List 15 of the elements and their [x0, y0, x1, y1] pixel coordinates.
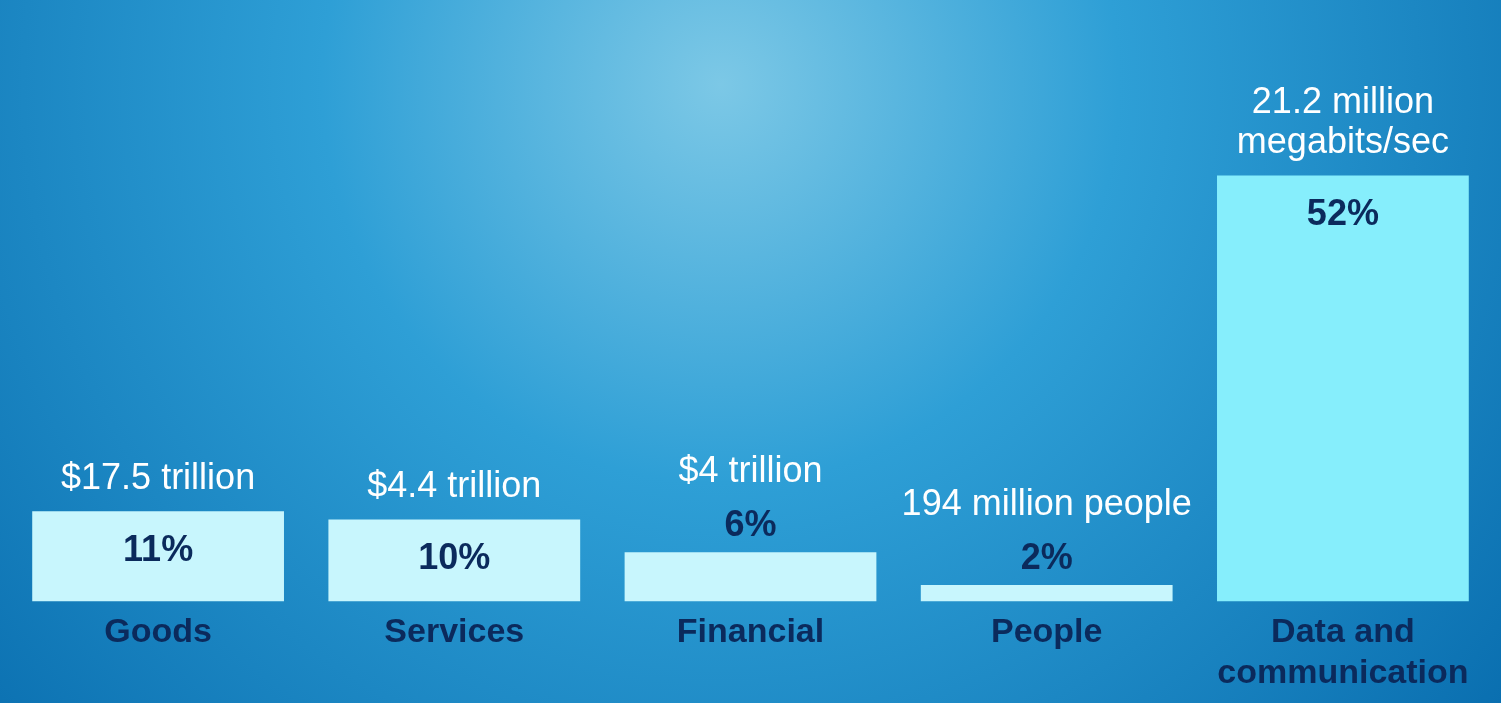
data-label: 10%: [418, 536, 491, 578]
x-tick-label: Services: [384, 611, 525, 650]
data-label: 11%: [123, 528, 194, 570]
annotation: $4 trillion: [678, 449, 823, 491]
annotation: $4.4 trillion: [367, 464, 542, 506]
x-tick-label: Data and communication: [1217, 611, 1469, 690]
data-label: 2%: [1020, 535, 1073, 577]
annotation: 194 million people: [901, 481, 1192, 523]
annotation: 21.2 million megabits/sec: [1236, 80, 1449, 162]
x-tick-label: Goods: [104, 611, 212, 650]
data-label: 6%: [724, 503, 777, 545]
data-label: 52%: [1306, 192, 1379, 234]
x-tick-label: People: [990, 611, 1103, 650]
x-tick-label: Financial: [676, 611, 825, 650]
annotation: $17.5 trillion: [61, 456, 256, 498]
